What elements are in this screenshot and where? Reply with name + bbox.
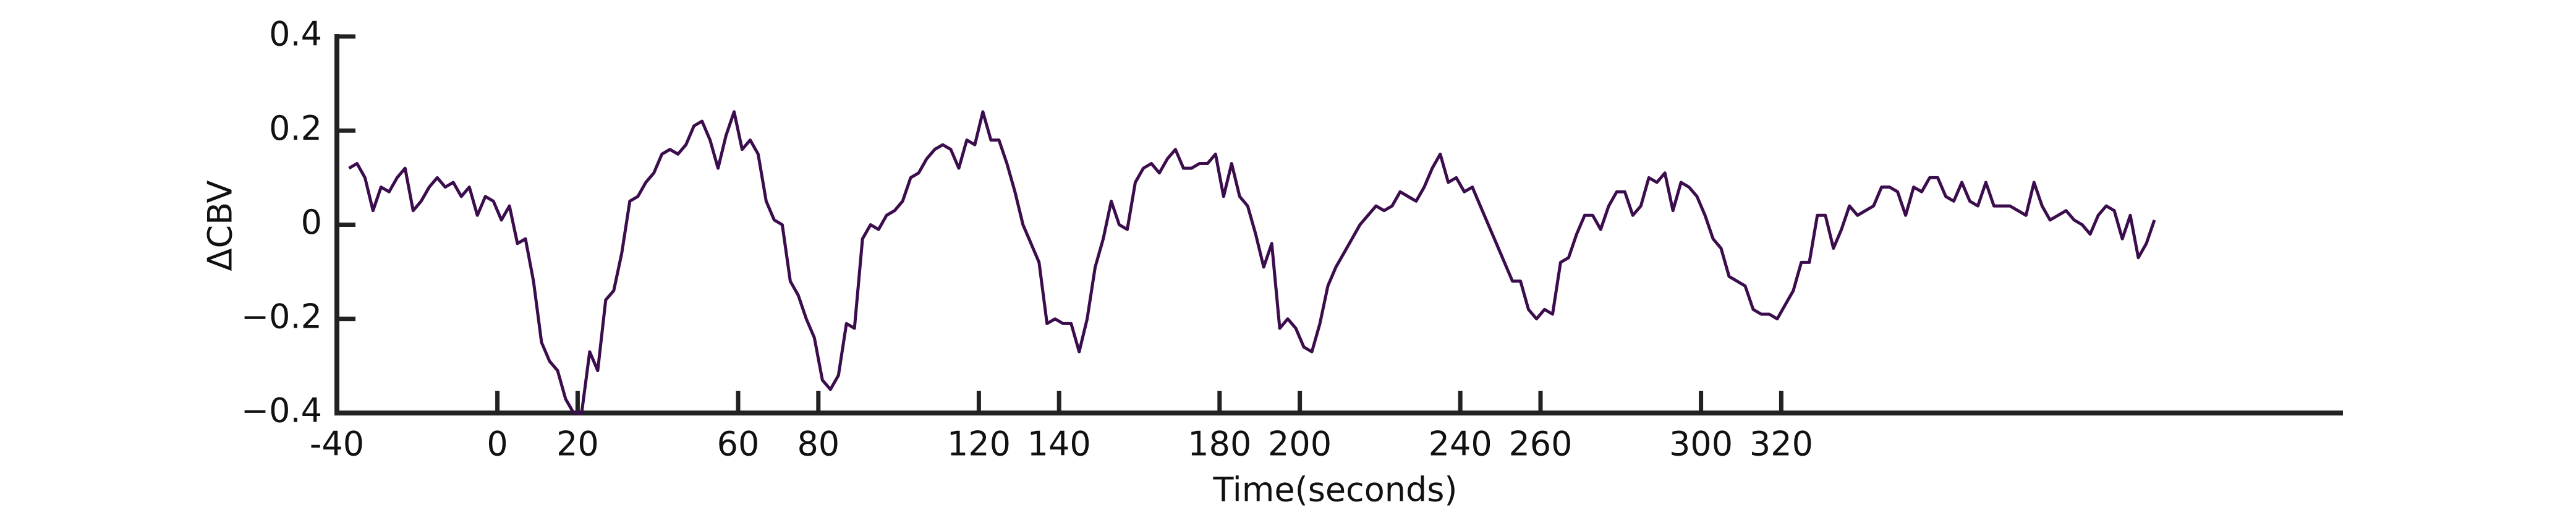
- x-tick-label: 0: [487, 425, 508, 464]
- y-tick-label: −0.2: [241, 297, 322, 336]
- x-tick-label: 180: [1188, 425, 1251, 464]
- x-tick-label: 120: [947, 425, 1011, 464]
- y-tick-label: 0.2: [269, 109, 322, 148]
- data-line: [348, 110, 2156, 415]
- x-tick-label: 80: [797, 425, 840, 464]
- x-tick-label: 300: [1669, 425, 1733, 464]
- y-axis-label: ΔCBV: [201, 180, 240, 271]
- x-tick-label: 60: [717, 425, 760, 464]
- x-tick-label: 240: [1429, 425, 1492, 464]
- x-tick-label: 20: [556, 425, 599, 464]
- x-tick-label: 200: [1268, 425, 1332, 464]
- x-axis-label: Time(seconds): [1212, 470, 1457, 509]
- y-tick-label: 0.4: [269, 15, 322, 54]
- x-tick-label: -40: [310, 425, 364, 464]
- x-tick-label: 260: [1508, 425, 1572, 464]
- x-tick-label: 140: [1027, 425, 1091, 464]
- x-tick-label: 320: [1749, 425, 1813, 464]
- y-tick-label: 0: [301, 203, 322, 242]
- y-tick-label: −0.4: [241, 391, 322, 430]
